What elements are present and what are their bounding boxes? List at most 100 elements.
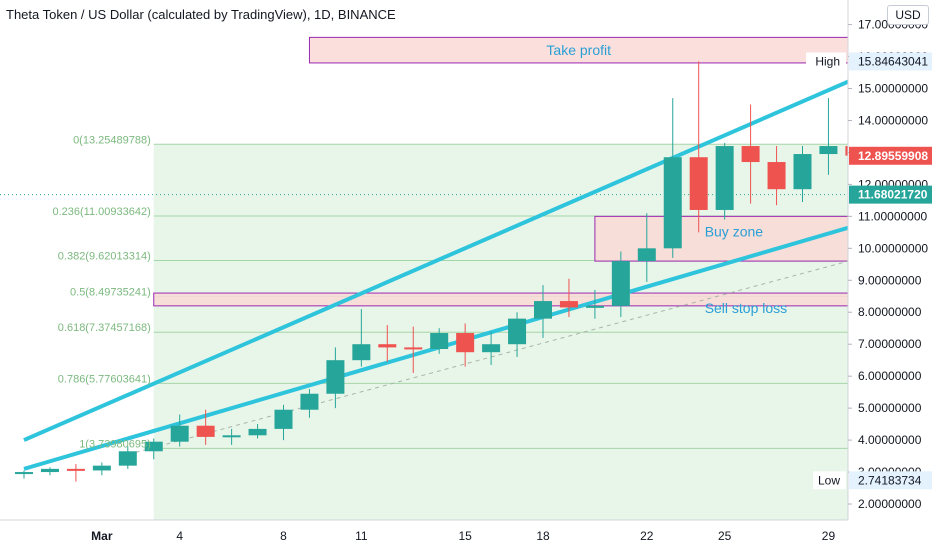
candle-body [585,305,604,308]
price-tick-label: 5.00000000 [858,401,922,415]
candle [482,331,501,365]
time-tick-label: 4 [176,529,183,543]
candle-body [767,162,786,190]
trendline-lower [23,225,848,471]
candle [767,146,786,206]
candle [663,98,682,258]
candle-body [170,425,189,442]
candle [300,388,319,418]
fib-level-label: 0.786(5.77603641) [58,373,151,385]
candle-body [144,441,163,452]
candle [611,251,630,318]
candle-body [637,248,656,262]
price-badge-label: High [815,54,840,68]
price-axis: 2.000000003.000000004.000000005.00000000… [806,0,932,550]
zone-label: Sell stop loss [705,300,787,316]
candle [404,326,423,373]
price-tick-label: 14.00000000 [858,113,928,127]
candle [248,424,267,439]
candle [430,328,449,354]
time-axis: Mar 4 8 11 15 18 22 25 29 [0,519,932,550]
time-tick-label: 11 [355,529,368,543]
price-axis-background [848,0,932,550]
candle [793,146,812,202]
price-badge [849,185,932,204]
candle-body [534,301,552,319]
fib-level-label: 0.236(11.00933642) [52,206,150,218]
candle-body [430,333,449,350]
price-badge-value: 15.84643041 [858,54,928,68]
price-tick-label: 9.00000000 [858,273,922,287]
candle-body [404,347,423,350]
candle-body [40,468,59,473]
fib-level-label: 0.382(9.62013314) [58,250,151,262]
candle [170,414,189,447]
candle [378,325,397,362]
price-badge [849,471,932,490]
candle-body [663,157,682,249]
price-tick-label: 7.00000000 [858,337,922,351]
zone-label: Take profit [546,42,611,58]
price-tick-label: 2.00000000 [858,497,922,511]
candle [845,146,848,156]
price-tick-label: 15.00000000 [858,82,928,96]
fib-level-label: 1(3.73980695) [79,438,151,450]
candle-body [741,146,760,163]
candle-body [300,393,319,410]
time-tick-label: 18 [536,529,550,543]
candle-body [352,344,371,361]
candle-body [819,146,838,155]
candle [456,323,475,367]
price-badge-value: 12.89559908 [858,149,928,163]
price-badge-value: 2.74183734 [858,473,922,487]
candle-body [196,425,215,437]
zone-box [153,292,848,307]
fib-level-label: 0.618(7.37457168) [58,322,151,334]
time-tick-label: 8 [280,529,287,543]
candle-body [66,468,85,471]
currency-button[interactable]: USD [887,5,929,25]
price-tick-label: 6.00000000 [858,369,922,383]
candle-body [715,146,734,210]
candle [40,467,59,476]
candle-body [689,157,708,210]
candle-body [15,472,33,475]
candle [534,285,552,338]
candle-body [793,154,812,190]
candle-body [326,360,345,394]
dashed-trendline [127,260,848,455]
time-tick-label: Mar [91,529,113,543]
candle-body [92,465,111,471]
candle-body [378,344,397,348]
time-tick-label: 22 [640,529,654,543]
plot-area [0,36,848,520]
candle-body [559,301,578,308]
candle [92,462,111,476]
candle-body [456,333,475,353]
chart-title: Theta Token / US Dollar (calculated by T… [6,7,396,22]
price-badge-label: Low [818,473,840,487]
candle [326,347,345,409]
zone-box [308,36,848,64]
candle [118,446,137,469]
candle [741,104,760,204]
candle [15,470,33,479]
price-tick-label: 10.00000000 [858,241,928,255]
price-badge [849,52,932,71]
candle [222,428,241,445]
candle-body [611,261,630,306]
time-tick-label: 29 [822,529,836,543]
candle-body [222,435,241,438]
candle [559,278,578,318]
candle-body [248,428,267,436]
zone-label: Buy zone [705,224,764,240]
fib-level-label: 0.5(8.49735241) [70,286,151,298]
fib-level-label: 0(13.25489788) [73,134,151,146]
candle-body [274,409,293,429]
time-tick-label: 15 [458,529,472,543]
candle [637,213,656,282]
candle [508,312,527,357]
price-tick-label: 8.00000000 [858,305,922,319]
candle [196,409,215,445]
